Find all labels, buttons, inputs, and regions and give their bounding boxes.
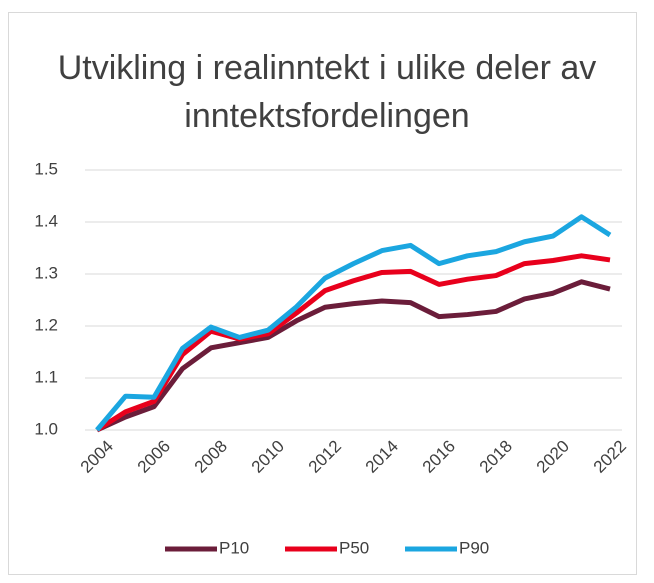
y-tick-label: 1.1 bbox=[34, 367, 58, 386]
series-line bbox=[95, 279, 611, 433]
series-line bbox=[95, 253, 611, 433]
y-tick-label: 1.3 bbox=[34, 263, 58, 282]
chart-title: Utvikling i realinntekt i ulike deler av… bbox=[57, 49, 597, 135]
y-tick-label: 1.5 bbox=[34, 159, 58, 178]
legend-label: P50 bbox=[339, 538, 369, 557]
y-tick-label: 1.4 bbox=[34, 211, 58, 230]
y-tick-label: 1.2 bbox=[34, 315, 58, 334]
legend-label: P90 bbox=[459, 538, 489, 557]
y-tick-label: 1.0 bbox=[34, 419, 58, 438]
legend-label: P10 bbox=[219, 538, 249, 557]
series-line bbox=[95, 214, 612, 432]
